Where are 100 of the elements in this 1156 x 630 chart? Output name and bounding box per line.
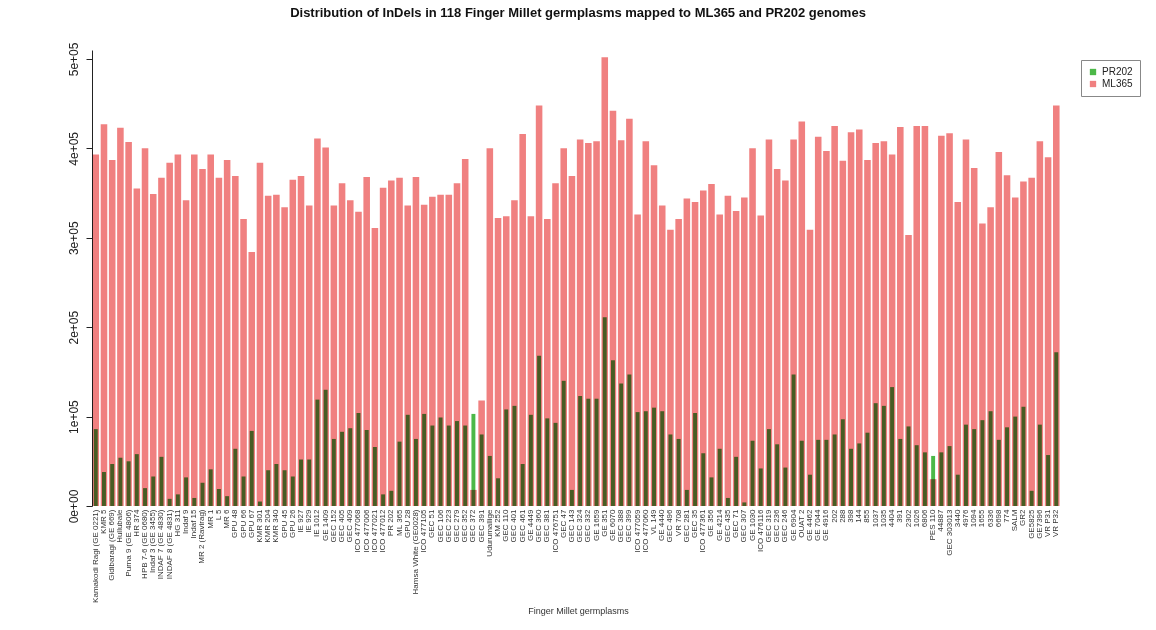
x-tick-label: GEC 319 [763,508,773,543]
x-tick-label: KMR 301 [254,508,264,543]
x-tick-label: 4404 [887,508,897,528]
x-tick-label: VR 708 [673,508,683,537]
x-tick-label: GEC 110 [501,508,511,542]
x-tick-label: GEC 372 [468,508,478,543]
x-tick-label: 1035 [878,508,888,528]
x-tick-label: GR2 [1018,508,1028,526]
x-tick-label: 855 [862,508,872,523]
y-tick-label: 5e+05 [66,42,81,77]
y-tick-label: 3e+05 [66,221,81,256]
x-tick-label: GEC 246 [780,508,790,543]
x-tick-label: Indaf 15 [189,508,199,539]
x-tick-label: GPU 45 [279,508,289,538]
x-tick-label: VL 149 [649,508,659,535]
x-tick-label: ICO 477105 [419,508,429,553]
x-tick-label: ICO 477060 [640,508,650,553]
x-tick-label: IE 929 [304,508,314,533]
x-tick-label: 6806 [919,508,929,528]
x-tick-label: 6336 [985,508,995,528]
x-tick-label: GE 4916 [821,508,831,542]
x-tick-label: Gidibaragi (GE 669) [107,509,117,581]
x-tick-label: HG 311 [172,508,182,537]
x-tick-label: GEC 324 [575,508,585,543]
x-tick-label: 4976 [960,508,970,528]
x-tick-label: IE 1012 [312,508,322,538]
x-tick-label: GEC 143 [566,508,576,543]
x-tick-label: PR 202 [386,508,396,537]
x-tick-label: GPU 66 [238,508,248,538]
x-tick-label: SALM [1010,509,1020,532]
x-tick-label: GPU 48 [230,508,240,538]
x-tick-label: 398 [846,508,856,523]
x-tick-label: GPU 67 [246,508,256,538]
x-tick-label: Indaf 3 (GE 3455) [148,509,158,574]
x-tick-label: GEC 106 [435,508,445,543]
x-tick-label: GE 351 [599,508,609,537]
x-tick-label: Hullubale [115,508,125,543]
x-tick-label: GEC 51 [427,508,437,538]
x-tick-label: ICO 477021 [369,508,379,553]
x-tick-label: 1094 [969,508,979,528]
x-tick-label: Hamsa White (GE0028) [410,509,420,595]
x-tick-label: GEC 405 [337,508,347,543]
x-axis-title: Finger Millet germplasms [528,605,630,616]
x-tick-label: MR 2 (Ravirag) [197,509,207,564]
y-tick-label: 4e+05 [66,131,81,166]
x-tick-label: ICO 477059 [632,508,642,553]
x-tick-label: GEC 223 [443,508,453,543]
x-tick-label: INDAF 8 (GE 4831) [164,509,174,580]
x-tick-label: ICO 476751 [550,508,560,553]
x-tick-label: OUAT 2 [796,508,806,538]
x-tick-label: 1026 [911,508,921,528]
x-tick-label: VR P32 [1051,508,1061,538]
legend-label: ML365 [1102,78,1134,89]
x-tick-label: ICO 477361 [698,508,708,553]
x-tick-label: HR 374 [131,508,141,537]
x-tick-label: IE 927 [296,508,306,533]
x-tick-label: 44887 [936,508,946,532]
x-tick-label: 1037 [870,508,880,528]
x-tick-label: GE5825 [1026,508,1036,539]
legend-label: PR202 [1102,66,1134,77]
x-tick-label: 3440 [952,508,962,528]
x-tick-label: GEC 409 [345,508,355,543]
x-tick-label: GE 1659 [591,508,601,542]
x-tick-label: MR 1 [205,508,215,529]
x-tick-label: GE7396 [1034,508,1044,539]
x-tick-label: GPU 28 [402,508,412,538]
x-tick-label: VR P31 [1043,508,1053,538]
x-tick-label: GEC 152 [328,508,338,543]
x-tick-label: GEC 71 [731,508,741,538]
x-tick-label: GEC 35 [690,508,700,538]
x-tick-label: GEC 352 [460,508,470,543]
x-tick-label: ICO 477012 [378,508,388,553]
x-tick-label: KMR 340 [271,508,281,543]
x-tick-label: GEC 435 [722,508,732,543]
x-tick-label: ML 365 [394,508,404,536]
x-tick-label: GE 6904 [788,508,798,542]
x-tick-label: 774 [1002,508,1012,523]
x-tick-label: GEC 401 [509,508,519,543]
x-tick-label: 391 [895,508,905,523]
x-tick-label: GE 356 [706,508,716,537]
x-tick-label: GEC 496 [665,508,675,543]
x-tick-label: ICO 477006 [361,508,371,553]
x-tick-label: GEC 391 [476,508,486,543]
x-tick-label: Udurumallige [484,508,494,557]
x-tick-label: GEC 236 [772,508,782,543]
x-tick-label: GE 4449 [525,508,535,542]
x-tick-label: 202 [829,508,839,523]
x-tick-label: MR 6 [222,508,232,529]
x-tick-label: 6698 [993,508,1003,528]
x-tick-label: GEC 399 [624,508,634,543]
x-tick-label: GEC 381 [542,508,552,543]
x-tick-label: GEC 279 [451,508,461,543]
x-tick-label: GEC 332 [583,508,593,543]
x-tick-label: KM 252 [493,508,503,538]
x-tick-label: GE 7044 [813,508,823,542]
x-tick-label: HPB 7-6 (GE 0680) [140,509,150,579]
x-tick-label: GE 4462 [805,508,814,542]
y-tick-label: 1e+05 [66,399,81,434]
x-tick-label: GE 1409 [320,508,330,542]
x-tick-label: ICO 476116 [755,508,765,553]
